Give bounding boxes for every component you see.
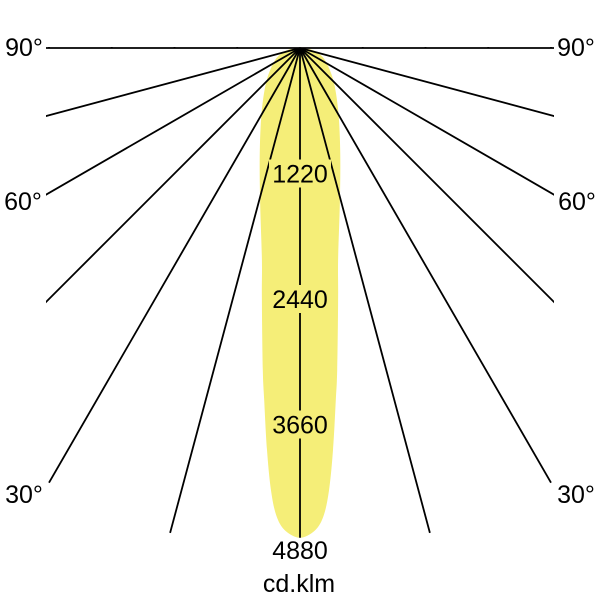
radial-label-gap-4880: [269, 538, 331, 564]
unit-label: cd.klm: [263, 570, 335, 598]
radial-label-gap-1220: [269, 159, 331, 188]
grid-arc-2440: [48, 47, 552, 49]
radial-axis-labels: 1220 2440 3660 4880: [269, 159, 331, 565]
angle-label-left-60: 60°: [4, 188, 42, 216]
grid-ray-60deg: [299, 47, 554, 196]
angle-label-left-90: 90°: [5, 34, 43, 62]
radial-label-gap-2440: [269, 285, 331, 313]
radial-axis-label-4880: 4880: [272, 537, 328, 565]
grid-ray-30deg: [299, 47, 552, 484]
grid-arc-610: [236, 47, 364, 49]
grid-ray--75deg: [46, 47, 301, 117]
grid-arc-3660: [0, 0, 600, 48]
radial-axis-label-1220: 1220: [272, 161, 328, 189]
radial-label-gap-3660: [269, 410, 331, 439]
angle-axis-labels: 90° 90° 60° 60° 30° 30°: [4, 34, 596, 509]
radial-axis-label-3660: 3660: [272, 412, 328, 440]
grid-ray--30deg: [48, 47, 301, 484]
grid-arc-1830: [110, 47, 490, 49]
grid-arc-4880: [0, 0, 600, 48]
angle-label-right-30: 30°: [557, 481, 595, 509]
grid-ray-75deg: [299, 47, 554, 117]
grid-arc-4270: [0, 0, 600, 48]
grid-ray-15deg: [299, 47, 431, 534]
grid-ray--60deg: [46, 47, 301, 196]
angle-label-right-90: 90°: [557, 34, 595, 62]
plot-area: [0, 0, 600, 538]
angle-label-left-30: 30°: [5, 481, 43, 509]
grid-ray-45deg: [299, 47, 554, 304]
angle-label-right-60: 60°: [558, 188, 596, 216]
grid-ray--15deg: [169, 47, 301, 534]
grid-arc-3050: [0, 0, 600, 48]
radial-axis-label-2440: 2440: [272, 286, 328, 314]
grid-arc-1220: [173, 47, 427, 49]
grid-ray--45deg: [46, 47, 301, 304]
